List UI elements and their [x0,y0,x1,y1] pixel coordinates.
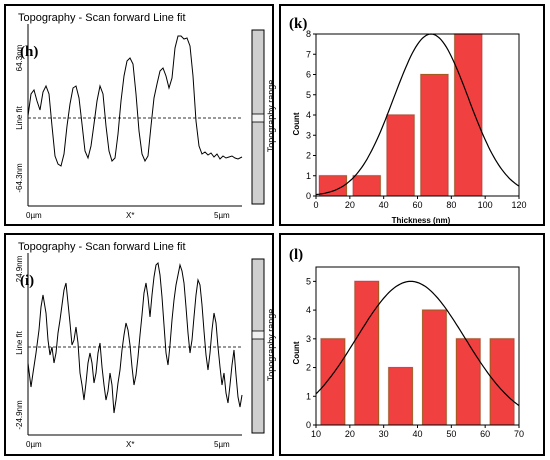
profile-title: Topography - Scan forward Line fit [18,241,186,253]
histogram-bar [320,338,346,426]
y-tick-label: 4 [306,110,311,120]
profile-svg-h: Topography - Scan forward Line fit (h) 6… [15,12,276,220]
x-tick-label: 60 [480,429,490,439]
y-tick-label: 1 [306,391,311,401]
histogram-bar [489,338,515,426]
y-tick-label: 5 [306,90,311,100]
topography-profile-panel-i: Topography - Scan forward Line fit (i) 2… [4,233,276,456]
topography-profile-panel-h: Topography - Scan forward Line fit (h) 6… [4,4,276,226]
y-tick-label: 5 [306,276,311,286]
panel-label: (h) [20,44,38,60]
y-top-label: 64.3nm [15,44,24,71]
panel-label: (k) [289,16,307,32]
y-axis-label: Count [292,112,301,135]
gaussian-fit-curve [315,33,520,196]
histogram-plot: 0 20 40 60 80 100 120 0 1 2 3 4 5 6 7 8 [306,29,527,210]
scale-label: Topography range [266,309,276,382]
y-tick-label: 8 [306,29,311,39]
histogram-bar [454,33,483,197]
profile-title: Topography - Scan forward Line fit [18,12,186,24]
x-mid-label: X* [126,211,134,220]
histogram-bar [422,309,447,426]
histogram-panel-l: (l) Count 10 20 30 40 50 60 70 0 1 2 3 4 5 [279,233,545,456]
x-tick-label: 80 [446,200,456,210]
profile-svg-i: Topography - Scan forward Line fit (i) 2… [15,241,276,449]
x-left-label: 0µm [26,211,42,220]
y-tick-label: 3 [306,130,311,140]
histogram-svg-k: (k) Count Thickness (nm) 0 20 40 60 80 100 120… [289,16,527,225]
y-axis-label: Line fit [15,105,24,129]
x-tick-label: 40 [412,429,422,439]
histogram-bar [354,280,380,426]
x-tick-label: 20 [345,200,355,210]
y-top-label: 24.9nm [15,255,24,282]
x-right-label: 5µm [214,440,230,449]
histogram-bar [420,74,449,197]
y-tick-label: 2 [306,363,311,373]
y-tick-label: 6 [306,70,311,80]
x-tick-label: 10 [311,429,321,439]
histogram-bar [386,114,415,197]
plot-frame [315,33,520,197]
y-bottom-label: -24.9nm [15,400,24,430]
y-tick-label: 2 [306,151,311,161]
y-bottom-label: -64.3nm [15,163,24,193]
y-tick-label: 0 [306,191,311,201]
panel-label: (l) [289,247,303,263]
x-tick-label: 50 [446,429,456,439]
range-marker[interactable] [251,113,265,123]
y-tick-label: 0 [306,420,311,430]
range-marker[interactable] [251,330,265,340]
panel-label: (i) [20,273,34,289]
x-tick-label: 70 [514,429,524,439]
height-profile-line [27,261,243,414]
x-tick-label: 30 [379,429,389,439]
x-left-label: 0µm [26,440,42,449]
x-tick-label: 100 [478,200,493,210]
histogram-panel-k: (k) Count Thickness (nm) 0 20 40 60 80 100 120… [279,4,545,226]
y-axis-label: Line fit [15,330,24,354]
histogram-bar [455,338,481,426]
histogram-bar [352,175,381,197]
x-tick-label: 60 [412,200,422,210]
scale-label: Topography range [266,80,276,153]
y-tick-label: 1 [306,171,311,181]
histogram-bar [388,367,413,426]
x-tick-label: 0 [313,200,318,210]
y-axis-label: Count [292,341,301,364]
topography-range-scale [251,258,265,434]
plot-frame [315,266,520,426]
y-tick-label: 7 [306,49,311,59]
x-tick-label: 120 [511,200,526,210]
x-right-label: 5µm [214,211,230,220]
x-axis-label: Thickness (nm) [392,216,451,225]
x-tick-label: 20 [345,429,355,439]
x-mid-label: X* [126,440,134,449]
gaussian-fit-curve [315,280,520,407]
x-tick-label: 40 [379,200,389,210]
histogram-plot: 10 20 30 40 50 60 70 0 1 2 3 4 5 [306,266,524,439]
height-profile-line [27,35,243,167]
y-tick-label: 4 [306,305,311,315]
histogram-svg-l: (l) Count 10 20 30 40 50 60 70 0 1 2 3 4 5 [289,247,524,439]
y-tick-label: 3 [306,334,311,344]
